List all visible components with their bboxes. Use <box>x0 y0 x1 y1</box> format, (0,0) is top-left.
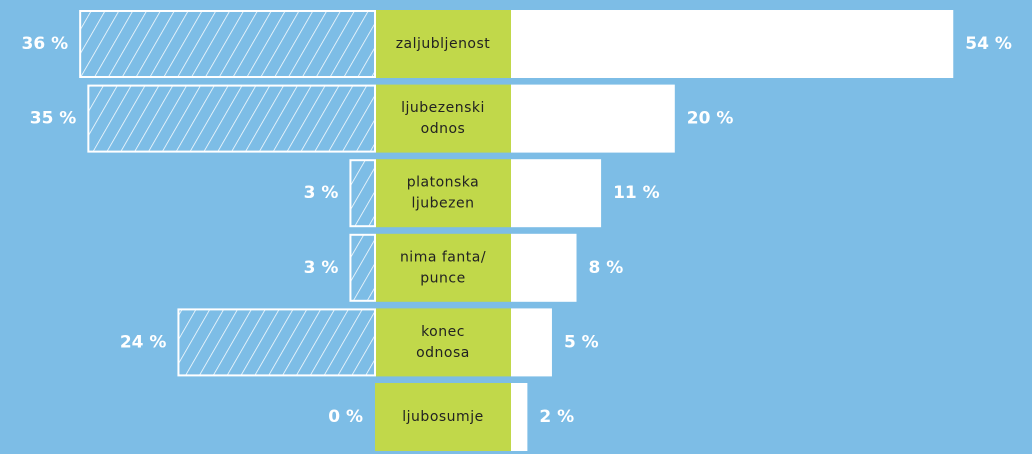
category-box <box>375 233 511 302</box>
category-box <box>375 10 511 78</box>
category-box <box>375 159 511 228</box>
right-bar <box>511 84 675 153</box>
category-label: ljubezenski odnos <box>401 100 485 137</box>
category-box <box>375 308 511 377</box>
category-label: zaljubljenost <box>396 36 491 52</box>
category-line: ljubezen <box>412 196 475 212</box>
right-bar <box>511 10 954 78</box>
left-value-label: 3 % <box>304 183 339 203</box>
left-bar <box>79 10 376 78</box>
category-line: platonska <box>407 175 480 191</box>
right-value-label: 54 % <box>965 34 1012 54</box>
category-line: nima fanta/ <box>400 249 486 265</box>
left-value-label: 24 % <box>120 332 167 352</box>
category-line: odnos <box>421 121 466 137</box>
right-bar <box>511 308 552 377</box>
right-bar <box>511 159 602 228</box>
left-value-label: 35 % <box>30 109 77 129</box>
left-bar <box>177 308 376 377</box>
left-value-label: 0 % <box>328 407 363 427</box>
category-line: punce <box>420 270 465 286</box>
category-label: ljubosumje <box>402 409 483 425</box>
left-bar <box>349 233 376 302</box>
right-value-label: 8 % <box>589 258 624 278</box>
category-line: ljubezenski <box>401 100 485 116</box>
category-line: ljubosumje <box>402 409 483 425</box>
right-bar <box>511 383 528 451</box>
right-value-label: 20 % <box>687 109 734 129</box>
category-box <box>375 383 511 451</box>
right-value-label: 11 % <box>613 183 660 203</box>
right-value-label: 5 % <box>564 332 599 352</box>
right-bar <box>511 233 577 302</box>
left-bar <box>87 84 376 153</box>
right-value-label: 2 % <box>539 407 574 427</box>
category-label: nima fanta/punce <box>400 249 486 286</box>
category-line: zaljubljenost <box>396 36 491 52</box>
category-box <box>375 84 511 153</box>
left-value-label: 3 % <box>304 258 339 278</box>
category-label: konec odnosa <box>416 324 470 361</box>
category-line: odnosa <box>416 345 470 361</box>
left-bar <box>349 159 376 228</box>
left-value-label: 36 % <box>22 34 69 54</box>
category-line: konec <box>421 324 465 340</box>
category-label: platonska ljubezen <box>407 175 480 212</box>
